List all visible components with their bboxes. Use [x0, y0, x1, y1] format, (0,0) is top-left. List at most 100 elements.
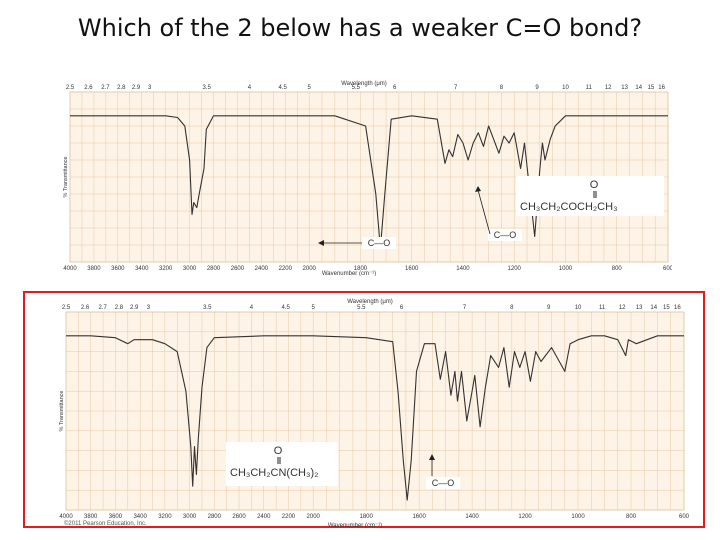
- top-tick-label: 2.8: [117, 85, 126, 91]
- x-tick-label: 2000: [307, 514, 321, 520]
- peak-label-box: [362, 237, 396, 249]
- x-tick-label: 1600: [412, 514, 426, 520]
- x-axis-label: Wavenumber (cm⁻¹): [322, 271, 376, 276]
- top-tick-label: 9: [535, 85, 539, 91]
- x-tick-label: 4000: [59, 514, 73, 520]
- structure-box: [516, 176, 664, 216]
- top-tick-label: 5: [308, 85, 312, 91]
- top-tick-label: 2.5: [62, 305, 71, 311]
- peak-arrow: [477, 189, 491, 235]
- grid: [65, 311, 685, 511]
- top-tick-label: 5.5: [357, 305, 366, 311]
- x-tick-label: 600: [663, 266, 672, 272]
- top-tick-label: 2.8: [115, 305, 124, 311]
- x-tick-label: 2800: [207, 266, 221, 272]
- x-tick-label: 1000: [571, 514, 585, 520]
- x-tick-label: 2400: [257, 514, 271, 520]
- y-axis-label: % Transmittance: [63, 157, 69, 198]
- x-tick-label: 3000: [183, 266, 197, 272]
- top-tick-label: 9: [547, 305, 551, 311]
- top-tick-label: 13: [621, 85, 628, 91]
- peak-label: C—O: [368, 238, 391, 248]
- top-tick-label: 2.9: [132, 85, 141, 91]
- top-tick-label: 4: [250, 305, 254, 311]
- top-tick-label: 6: [393, 85, 397, 91]
- top-tick-label: 3.5: [203, 85, 212, 91]
- top-tick-label: 4.5: [282, 305, 291, 311]
- top-tick-label: 5: [312, 305, 316, 311]
- grid: [69, 91, 669, 263]
- top-tick-label: 8: [510, 305, 514, 311]
- peak-arrowhead: [318, 240, 324, 246]
- top-tick-label: 2.7: [101, 85, 110, 91]
- peak-label: C—O: [494, 230, 517, 240]
- top-tick-label: 12: [619, 305, 626, 311]
- top-tick-label: 7: [454, 85, 458, 91]
- x-tick-label: 2200: [282, 514, 296, 520]
- top-tick-label: 10: [562, 85, 569, 91]
- peak-arrowhead: [429, 454, 435, 460]
- top-tick-label: 6: [400, 305, 404, 311]
- co-single-annotation: C—O: [475, 186, 522, 241]
- x-tick-label: 800: [626, 514, 637, 520]
- top-axis-label: Wavelength (μm): [341, 81, 387, 87]
- top-tick-label: 16: [674, 305, 681, 311]
- structure-formula: O CH₃CH₂CN(CH₃)₂: [226, 442, 338, 486]
- peak-label-box: [488, 229, 522, 241]
- structure-oxygen: O: [590, 179, 599, 191]
- ir-spectrum-ketone: 4000 3800 3600 3400 3200 3000 2800 2600 2400 2200…: [63, 81, 672, 276]
- x-tick-label: 3400: [135, 266, 149, 272]
- top-tick-label: 3: [148, 85, 152, 91]
- x-tick-label: 3000: [183, 514, 197, 520]
- top-tick-label: 13: [636, 305, 643, 311]
- copyright-credit: ©2011 Pearson Education, Inc.: [64, 521, 147, 527]
- x-tick-label: 1200: [508, 266, 522, 272]
- top-tick-label: 2.6: [81, 305, 90, 311]
- structure-oxygen: O: [274, 445, 283, 457]
- top-tick-label: 15: [648, 85, 655, 91]
- structure-formula: O CH₃CH₂COCH₂CH₃: [516, 176, 664, 216]
- top-tick-label: 10: [575, 305, 582, 311]
- x-tick-label: 1600: [405, 266, 419, 272]
- x-tick-label: 3200: [158, 514, 172, 520]
- x-tick-label: 1000: [559, 266, 573, 272]
- x-tick-label: 3600: [109, 514, 123, 520]
- top-tick-label: 11: [586, 85, 593, 91]
- peak-arrowhead: [475, 186, 481, 192]
- top-tick-label: 3: [147, 305, 151, 311]
- x-tick-label: 3400: [133, 514, 147, 520]
- x-tick-label: 2600: [232, 514, 246, 520]
- top-tick-label: 14: [635, 85, 642, 91]
- x-tick-label: 2000: [303, 266, 317, 272]
- peak-label: C—O: [432, 478, 455, 488]
- top-tick-label: 14: [650, 305, 657, 311]
- top-tick-label: 12: [605, 85, 612, 91]
- top-tick-label: 15: [663, 305, 670, 311]
- top-tick-label: 11: [599, 305, 606, 311]
- x-tick-label: 2400: [255, 266, 269, 272]
- top-tick-label: 3.5: [203, 305, 212, 311]
- ir-spectrum-amide: 4000 3800 3600 3400 3200 3000 2800 2600 2400 2200…: [59, 299, 690, 528]
- x-tick-label: 800: [612, 266, 623, 272]
- structure-formula-text: CH₃CH₂COCH₂CH₃: [520, 201, 618, 213]
- x-tick-label: 3600: [111, 266, 125, 272]
- top-tick-label: 2.9: [130, 305, 139, 311]
- x-tick-label: 4000: [63, 266, 77, 272]
- x-axis-label: Wavenumber (cm⁻¹): [328, 523, 382, 528]
- top-tick-label: 7: [463, 305, 467, 311]
- selection-highlight-box: [23, 291, 705, 528]
- x-tick-label: 1200: [518, 514, 532, 520]
- x-tick-label: 1800: [354, 266, 368, 272]
- spectrum-line: [66, 335, 684, 501]
- x-tick-label: 1800: [359, 514, 373, 520]
- peak-label-box: [426, 477, 460, 489]
- top-tick-label: 8: [500, 85, 504, 91]
- top-axis-label: Wavelength (μm): [347, 299, 393, 305]
- top-tick-label: 4: [248, 85, 252, 91]
- top-tick-label: 2.6: [84, 85, 93, 91]
- x-tick-label: 2200: [279, 266, 293, 272]
- top-tick-label: 2.7: [98, 305, 107, 311]
- top-tick-label: 2.5: [66, 85, 75, 91]
- carbonyl-annotation: C—O: [318, 237, 396, 249]
- x-tick-label: 3800: [84, 514, 98, 520]
